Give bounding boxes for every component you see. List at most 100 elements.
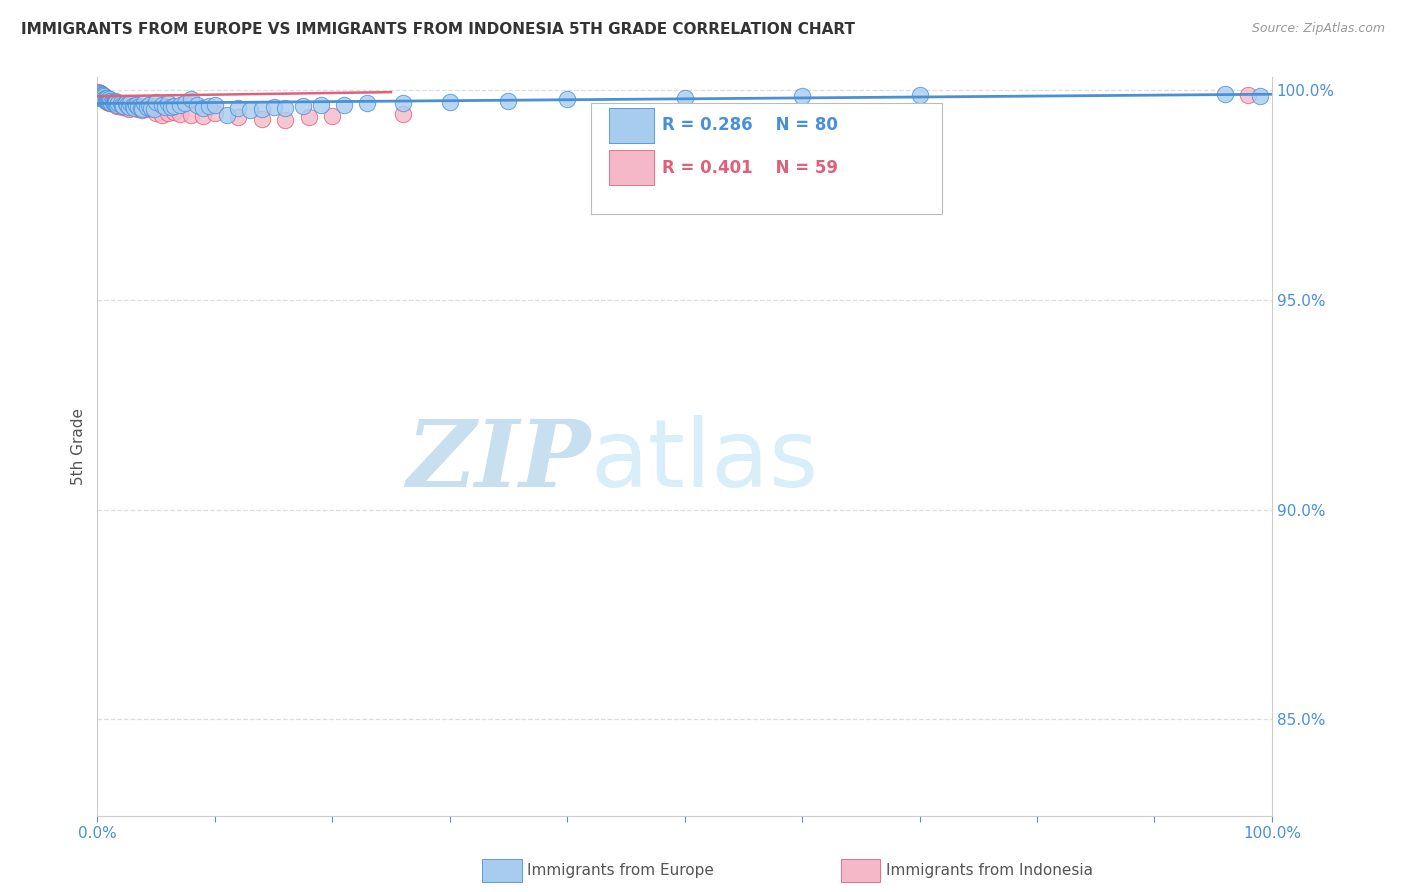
Point <box>112 99 135 113</box>
Point <box>94 91 117 105</box>
Point <box>121 99 143 113</box>
Point <box>160 100 183 114</box>
Point <box>180 108 202 122</box>
Point <box>115 101 138 115</box>
Point <box>87 88 110 103</box>
Point <box>110 97 132 112</box>
Point <box>91 89 114 103</box>
Point <box>98 92 121 106</box>
Point <box>356 96 378 111</box>
Point <box>103 95 125 109</box>
Point <box>120 96 142 111</box>
Point <box>239 103 262 118</box>
Point <box>111 97 134 112</box>
Point <box>94 94 117 108</box>
Point <box>91 91 114 105</box>
Point <box>98 95 121 109</box>
Point <box>135 102 157 116</box>
Point <box>1237 88 1260 103</box>
Point <box>391 95 413 110</box>
Point <box>89 87 111 102</box>
Point <box>89 88 111 103</box>
Point <box>96 95 118 109</box>
Point <box>112 99 135 113</box>
Point <box>125 97 148 112</box>
Y-axis label: 5th Grade: 5th Grade <box>72 409 86 485</box>
Point <box>100 95 122 110</box>
Point <box>291 99 314 113</box>
Point <box>94 90 117 104</box>
Point <box>127 100 149 114</box>
Point <box>131 103 153 118</box>
Point <box>101 96 124 111</box>
Point <box>89 87 111 101</box>
Point <box>226 111 249 125</box>
Point <box>790 89 813 103</box>
Point <box>90 87 112 102</box>
Text: R = 0.286    N = 80: R = 0.286 N = 80 <box>662 116 838 134</box>
Point <box>555 92 578 106</box>
Point <box>150 108 173 122</box>
Point <box>89 89 111 103</box>
Point <box>198 99 221 113</box>
Point <box>204 106 226 120</box>
Point <box>103 96 125 111</box>
Text: Immigrants from Indonesia: Immigrants from Indonesia <box>886 863 1092 878</box>
Point <box>104 96 127 111</box>
Point <box>90 87 112 102</box>
Point <box>673 90 696 104</box>
Point <box>107 96 129 111</box>
Point <box>111 100 134 114</box>
Point <box>90 89 112 103</box>
Point <box>298 111 321 125</box>
Text: Source: ZipAtlas.com: Source: ZipAtlas.com <box>1251 22 1385 36</box>
Point <box>122 101 145 115</box>
Point <box>105 97 128 112</box>
Point <box>91 88 114 103</box>
Point <box>138 97 160 112</box>
Point <box>110 96 132 111</box>
Point <box>127 102 149 116</box>
Point <box>100 96 122 111</box>
Point <box>163 104 186 119</box>
Point <box>163 99 186 113</box>
Point <box>96 95 118 109</box>
Text: Immigrants from Europe: Immigrants from Europe <box>527 863 714 878</box>
Point <box>274 101 297 115</box>
Text: IMMIGRANTS FROM EUROPE VS IMMIGRANTS FROM INDONESIA 5TH GRADE CORRELATION CHART: IMMIGRANTS FROM EUROPE VS IMMIGRANTS FRO… <box>21 22 855 37</box>
Point <box>94 93 117 107</box>
Point <box>439 95 461 109</box>
Point <box>191 101 214 115</box>
Point <box>118 100 141 114</box>
Text: ZIP: ZIP <box>406 417 591 507</box>
Point <box>90 88 112 103</box>
Point <box>204 97 226 112</box>
Point <box>86 85 108 99</box>
Point <box>105 97 128 112</box>
Point <box>174 96 197 111</box>
Point <box>145 106 167 120</box>
Point <box>263 100 285 114</box>
Point <box>142 102 165 116</box>
Point <box>91 90 114 104</box>
Point <box>250 102 273 116</box>
Point <box>309 97 332 112</box>
Point <box>91 88 114 103</box>
Point <box>333 97 356 112</box>
Point <box>91 90 114 104</box>
Point <box>114 96 136 111</box>
Text: atlas: atlas <box>591 416 818 508</box>
Point <box>101 95 124 109</box>
Point <box>91 89 114 103</box>
Point <box>124 101 146 115</box>
Point <box>150 97 173 112</box>
Point <box>87 89 110 103</box>
Point <box>145 95 167 109</box>
Point <box>191 109 214 123</box>
Text: R = 0.401    N = 59: R = 0.401 N = 59 <box>662 159 838 177</box>
Point <box>87 87 110 101</box>
Point <box>115 97 138 112</box>
Point <box>93 89 115 103</box>
Point <box>226 101 249 115</box>
Point <box>118 102 141 116</box>
